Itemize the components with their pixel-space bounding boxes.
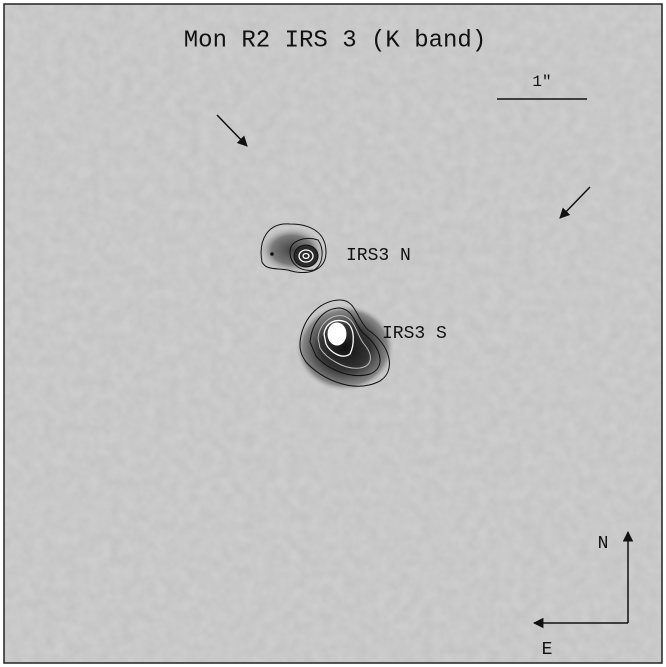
compass-label: N xyxy=(598,534,609,554)
compass-label: E xyxy=(542,640,553,660)
source-label: IRS3 S xyxy=(382,324,447,344)
source-label: IRS3 N xyxy=(346,246,411,266)
scale-label: 1″ xyxy=(532,73,551,91)
contour xyxy=(294,245,318,267)
image-figure: Mon R2 IRS 3 (K band) 1″ IRS3 N IRS3 S N… xyxy=(0,0,666,667)
image-title: Mon R2 IRS 3 (K band) xyxy=(184,27,486,54)
contour xyxy=(270,252,274,256)
page: Mon R2 IRS 3 (K band) 1″ IRS3 N IRS3 S N… xyxy=(0,0,666,667)
contour xyxy=(328,323,346,345)
source-blob xyxy=(295,304,395,392)
